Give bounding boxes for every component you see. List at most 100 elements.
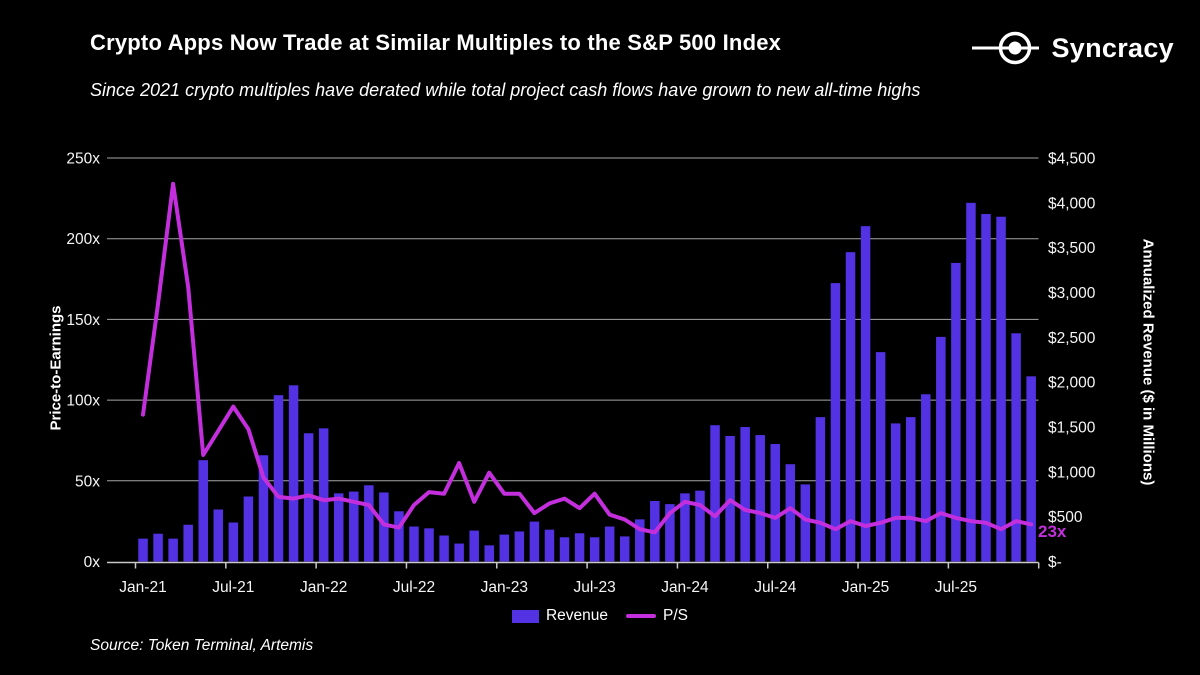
revenue-bar xyxy=(589,537,600,562)
right-axis-tick-label: $4,500 xyxy=(1048,151,1096,168)
revenue-bar xyxy=(905,417,916,562)
revenue-bar xyxy=(755,435,765,562)
right-axis-tick-label: $2,500 xyxy=(1048,330,1096,347)
x-axis-tick-label: Jul-22 xyxy=(393,579,435,596)
revenue-bar xyxy=(529,521,540,562)
revenue-bar xyxy=(710,425,720,562)
revenue-bar xyxy=(213,509,224,562)
x-axis-tick-label: Jul-23 xyxy=(573,579,615,596)
revenue-bar xyxy=(921,394,931,562)
left-axis-tick-label: 0x xyxy=(84,554,101,571)
legend-item-revenue: Revenue xyxy=(511,607,609,625)
revenue-bar xyxy=(318,428,329,562)
revenue-bar xyxy=(439,535,449,562)
revenue-bar xyxy=(1026,376,1036,562)
revenue-bar xyxy=(198,460,208,562)
revenue-bar xyxy=(665,504,675,562)
left-axis-tick-label: 250x xyxy=(66,151,100,168)
revenue-bar xyxy=(875,352,886,562)
revenue-bar xyxy=(680,493,690,562)
revenue-bar xyxy=(138,538,148,562)
revenue-bar xyxy=(951,262,961,562)
left-axis-tick-label: 50x xyxy=(75,473,100,490)
x-axis-tick-label: Jan-23 xyxy=(481,579,528,596)
revenue-bar xyxy=(559,537,570,562)
revenue-bar xyxy=(273,395,284,562)
revenue-legend-swatch xyxy=(511,609,539,623)
revenue-bar xyxy=(619,536,630,562)
right-axis-tick-label: $- xyxy=(1048,554,1062,571)
revenue-bar xyxy=(499,534,510,562)
revenue-bar xyxy=(770,444,780,562)
revenue-bar xyxy=(785,464,796,562)
syncracy-logo-icon xyxy=(971,26,1043,70)
left-axis-title: Price-to-Earnings xyxy=(47,305,65,431)
revenue-bar xyxy=(830,283,841,562)
revenue-bar xyxy=(394,511,404,562)
revenue-bar xyxy=(996,216,1006,562)
revenue-bar xyxy=(890,423,901,562)
left-axis-tick-label: 150x xyxy=(66,312,100,329)
syncracy-logo: Syncracy xyxy=(971,26,1175,70)
legend: Revenue P/S xyxy=(0,607,1200,625)
revenue-bar xyxy=(364,485,374,562)
revenue-bar xyxy=(349,491,359,562)
x-axis-tick-label: Jan-24 xyxy=(661,579,709,596)
revenue-bar xyxy=(966,202,976,562)
revenue-bar xyxy=(514,531,525,562)
revenue-bar xyxy=(454,543,464,562)
source-note: Source: Token Terminal, Artemis xyxy=(90,637,314,654)
x-axis-tick-label: Jul-25 xyxy=(935,579,977,596)
x-axis-tick-label: Jan-25 xyxy=(842,579,889,596)
right-axis-tick-label: $2,000 xyxy=(1048,375,1096,392)
ps-line xyxy=(141,181,1034,535)
revenue-bar xyxy=(1011,333,1021,562)
revenue-bar xyxy=(740,427,750,562)
x-axis-tick-label: Jan-21 xyxy=(119,579,166,596)
right-axis-tick-label: $1,000 xyxy=(1048,464,1096,481)
x-axis-tick-label: Jul-24 xyxy=(754,579,797,596)
legend-item-ps: P/S xyxy=(626,607,688,625)
revenue-bar xyxy=(981,214,991,562)
revenue-bar xyxy=(635,519,645,562)
syncracy-logo-text: Syncracy xyxy=(1051,32,1174,63)
revenue-bar xyxy=(258,455,269,562)
revenue-legend-label: Revenue xyxy=(545,607,609,624)
revenue-bar xyxy=(183,524,193,562)
right-axis-tick-label: $500 xyxy=(1048,509,1083,526)
chart-title: Crypto Apps Now Trade at Similar Multipl… xyxy=(90,30,782,55)
revenue-bar xyxy=(860,226,871,562)
revenue-bar xyxy=(424,528,434,562)
revenue-bar xyxy=(815,417,826,562)
revenue-bar xyxy=(936,336,946,562)
revenue-bar xyxy=(544,529,555,562)
revenue-bar xyxy=(469,530,479,562)
ps-legend-swatch xyxy=(626,614,657,618)
right-axis-tick-label: $3,000 xyxy=(1048,285,1096,302)
revenue-bar xyxy=(845,252,856,562)
right-axis-tick-label: $3,500 xyxy=(1048,240,1096,257)
right-axis-tick-label: $4,000 xyxy=(1048,195,1096,212)
revenue-bar xyxy=(228,522,239,562)
right-axis-title: Annualized Revenue ($ in Millions) xyxy=(1139,238,1157,486)
left-axis-tick-label: 100x xyxy=(66,393,100,410)
revenue-bar xyxy=(695,490,705,562)
right-axis-tick-label: $1,500 xyxy=(1048,420,1096,437)
revenue-bar xyxy=(409,526,419,562)
revenue-bar xyxy=(168,538,178,562)
revenue-bar xyxy=(574,533,585,562)
revenue-bar xyxy=(243,496,254,562)
left-axis-tick-label: 200x xyxy=(66,231,100,248)
revenue-bar xyxy=(379,492,389,562)
revenue-bar xyxy=(153,533,163,562)
revenue-bar xyxy=(484,545,494,562)
chart-subtitle: Since 2021 crypto multiples have derated… xyxy=(90,80,921,100)
x-axis-tick-label: Jul-21 xyxy=(212,579,254,596)
revenue-bar xyxy=(800,484,811,562)
ps-end-value-annotation: 23x xyxy=(1038,522,1067,541)
revenue-bar xyxy=(604,526,615,562)
x-axis-tick-label: Jan-22 xyxy=(300,579,347,596)
revenue-bar xyxy=(288,385,299,562)
